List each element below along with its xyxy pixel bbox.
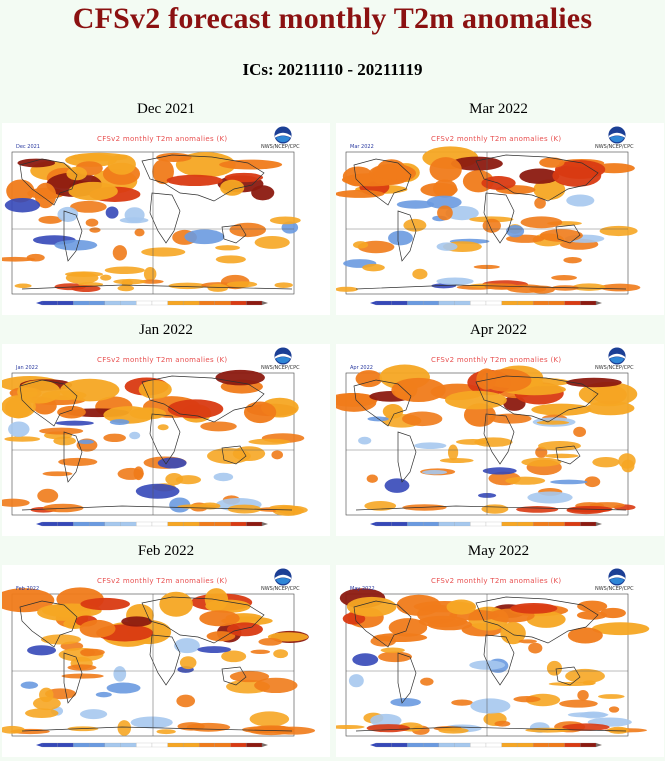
anomaly-map-panel: CFSv2 monthly T2m anomalies (K) Apr 2022 N… [336, 344, 664, 536]
page-title: CFSv2 forecast monthly T2m anomalies [72, 2, 593, 35]
anomaly-map-panel: CFSv2 monthly T2m anomalies (K) Dec 2021 N… [2, 123, 330, 315]
map-header: CFSv2 monthly T2m anomalies (K) [431, 356, 562, 364]
panel-label: Apr 2022 [469, 322, 528, 338]
map-month-tag: Mar 2022 [350, 144, 374, 150]
map-header: CFSv2 monthly T2m anomalies (K) [431, 135, 562, 143]
map-header: CFSv2 monthly T2m anomalies (K) [97, 356, 228, 364]
map-header: CFSv2 monthly T2m anomalies (K) [431, 577, 562, 585]
noaa-logo-icon [274, 568, 292, 586]
panel-cell: Dec 2021 CFSv2 monthly T2m anomalies (K)… [0, 96, 332, 317]
anomaly-map-panel: CFSv2 monthly T2m anomalies (K) Jan 2022 N… [2, 344, 330, 536]
anomaly-map-panel: CFSv2 monthly T2m anomalies (K) Mar 2022 N… [336, 123, 664, 315]
forecast-grid: Dec 2021 CFSv2 monthly T2m anomalies (K)… [0, 96, 665, 759]
map-month-tag: Jan 2022 [16, 365, 39, 371]
panel-label: Jan 2022 [139, 322, 193, 338]
org-label: NWS/NCEP/CPC [595, 144, 634, 150]
org-label: NWS/NCEP/CPC [261, 586, 300, 592]
panel-cell: Feb 2022 CFSv2 monthly T2m anomalies (K)… [0, 538, 332, 759]
anomaly-map-panel: CFSv2 monthly T2m anomalies (K) Feb 2022 N… [2, 565, 330, 757]
panel-cell: Jan 2022 CFSv2 monthly T2m anomalies (K)… [0, 317, 332, 538]
panel-cell: Mar 2022 CFSv2 monthly T2m anomalies (K)… [332, 96, 665, 317]
map-month-tag: Feb 2022 [16, 586, 40, 592]
anomaly-map [336, 146, 641, 306]
org-label: NWS/NCEP/CPC [261, 365, 300, 371]
org-label: NWS/NCEP/CPC [595, 365, 634, 371]
panel-cell: Apr 2022 CFSv2 monthly T2m anomalies (K)… [332, 317, 665, 538]
map-month-tag: May 2022 [350, 586, 375, 592]
anomaly-map [336, 364, 638, 527]
anomaly-map [2, 587, 316, 748]
map-month-tag: Apr 2022 [350, 365, 373, 371]
map-header: CFSv2 monthly T2m anomalies (K) [97, 577, 228, 585]
org-label: NWS/NCEP/CPC [595, 586, 634, 592]
panel-label: Dec 2021 [137, 101, 195, 117]
map-month-tag: Dec 2021 [16, 144, 40, 150]
ics-dates: ICs: 20211110 - 20211119 [242, 60, 423, 79]
anomaly-map [336, 588, 650, 748]
panel-label: Feb 2022 [137, 543, 195, 559]
noaa-logo-icon [608, 347, 626, 365]
org-label: NWS/NCEP/CPC [261, 144, 300, 150]
map-header: CFSv2 monthly T2m anomalies (K) [97, 135, 228, 143]
anomaly-map-panel: CFSv2 monthly T2m anomalies (K) May 2022 N… [336, 565, 664, 757]
panel-cell: May 2022 CFSv2 monthly T2m anomalies (K)… [332, 538, 665, 759]
anomaly-map [2, 151, 301, 306]
noaa-logo-icon [608, 568, 626, 586]
noaa-logo-icon [274, 126, 292, 144]
panel-label: Mar 2022 [469, 101, 528, 117]
anomaly-map [2, 369, 308, 527]
noaa-logo-icon [608, 126, 626, 144]
panel-label: May 2022 [467, 543, 530, 559]
noaa-logo-icon [274, 347, 292, 365]
